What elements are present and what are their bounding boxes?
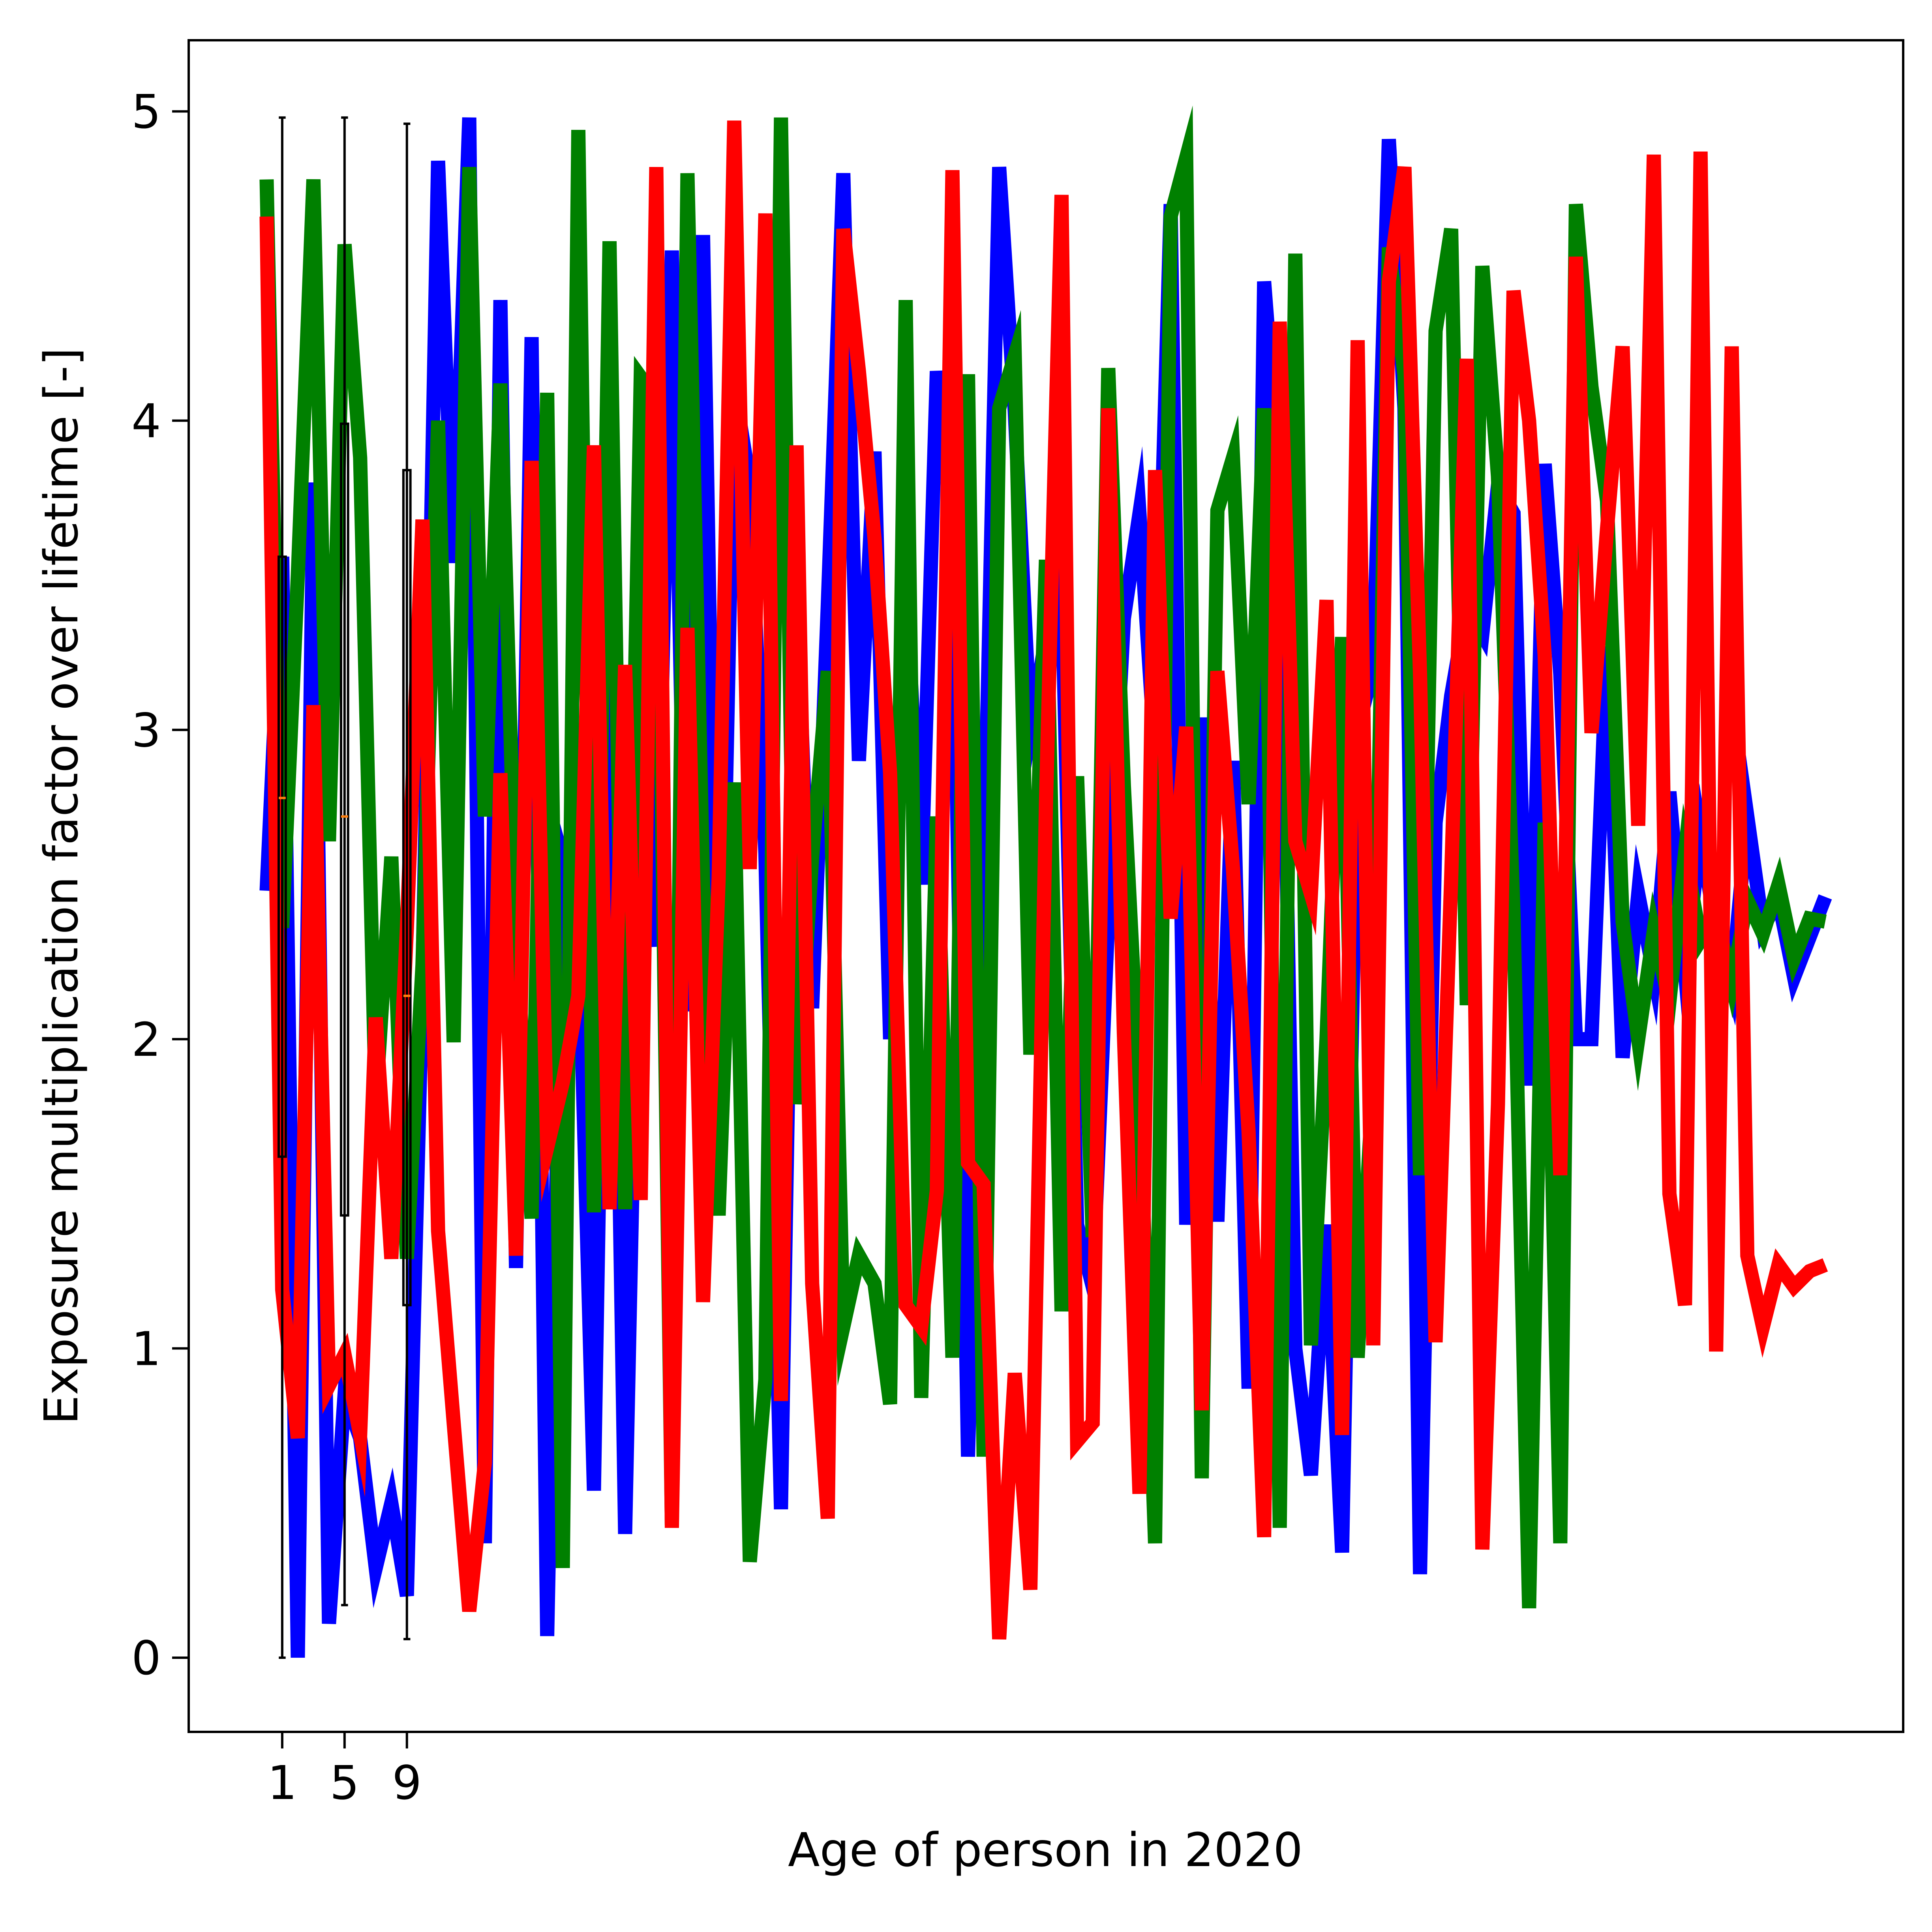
boxplot-layer <box>278 116 412 1659</box>
x-tick-label: 9 <box>392 1756 422 1810</box>
boxplot-box <box>278 555 287 1158</box>
boxplot-box <box>340 422 349 1217</box>
y-tick-label: 4 <box>131 394 161 448</box>
boxplot-1 <box>278 116 287 1659</box>
series-layer <box>259 105 1832 1658</box>
plot-frame <box>188 39 1904 1733</box>
boxplot-9 <box>402 122 412 1640</box>
y-tick-label: 1 <box>131 1321 161 1376</box>
y-tick-label: 2 <box>131 1012 161 1067</box>
y-tick-label: 5 <box>131 84 161 139</box>
series-line-3 <box>259 120 1828 1640</box>
y-axis-label: Exposure multiplication factor over life… <box>34 348 88 1425</box>
y-tick-label: 3 <box>131 703 161 757</box>
boxplot-box <box>402 469 412 1306</box>
x-axis-label: Age of person in 2020 <box>788 1823 1303 1877</box>
y-axis: 0 1 2 3 4 5 <box>131 84 189 1685</box>
x-tick-label: 1 <box>267 1756 297 1810</box>
boxplot-5 <box>340 116 349 1606</box>
x-tick-label: 5 <box>330 1756 359 1810</box>
y-tick-label: 0 <box>131 1631 161 1685</box>
